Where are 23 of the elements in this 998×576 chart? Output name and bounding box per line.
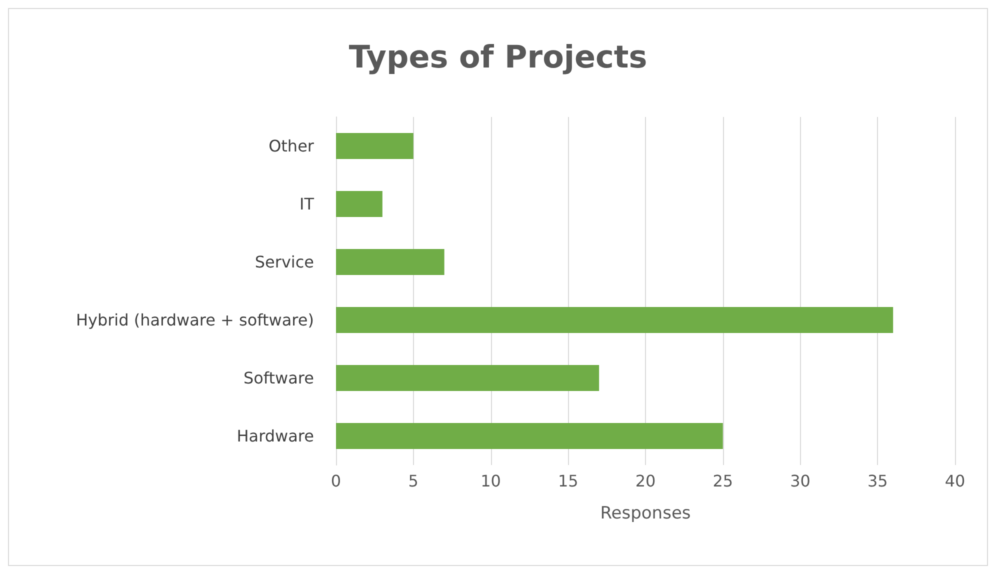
x-tick-label: 15: [558, 472, 578, 490]
x-tick-label: 5: [408, 472, 418, 490]
x-tick-label: 0: [330, 472, 342, 490]
bar: [336, 422, 723, 450]
y-tick-label: Hardware: [236, 426, 314, 446]
y-tick-label: IT: [300, 194, 314, 214]
y-tick-label: Software: [243, 368, 314, 388]
y-tick-label: Service: [254, 252, 314, 272]
bar: [336, 364, 600, 392]
bar: [336, 190, 382, 218]
x-axis-title: Responses: [600, 504, 691, 524]
bar: [336, 248, 444, 276]
x-tick-label: 20: [635, 472, 656, 490]
bar: [336, 132, 414, 160]
x-tick-label: 35: [867, 472, 888, 490]
y-tick-label: Hybrid (hardware + software): [76, 310, 314, 330]
x-tick-label: 25: [712, 472, 734, 490]
x-tick-label: 40: [944, 472, 966, 490]
x-tick-label: 30: [790, 472, 810, 490]
x-tick-label: 10: [480, 472, 501, 490]
bar: [336, 306, 894, 334]
chart-title: Types of Projects: [348, 40, 648, 76]
y-tick-label: Other: [268, 136, 314, 156]
